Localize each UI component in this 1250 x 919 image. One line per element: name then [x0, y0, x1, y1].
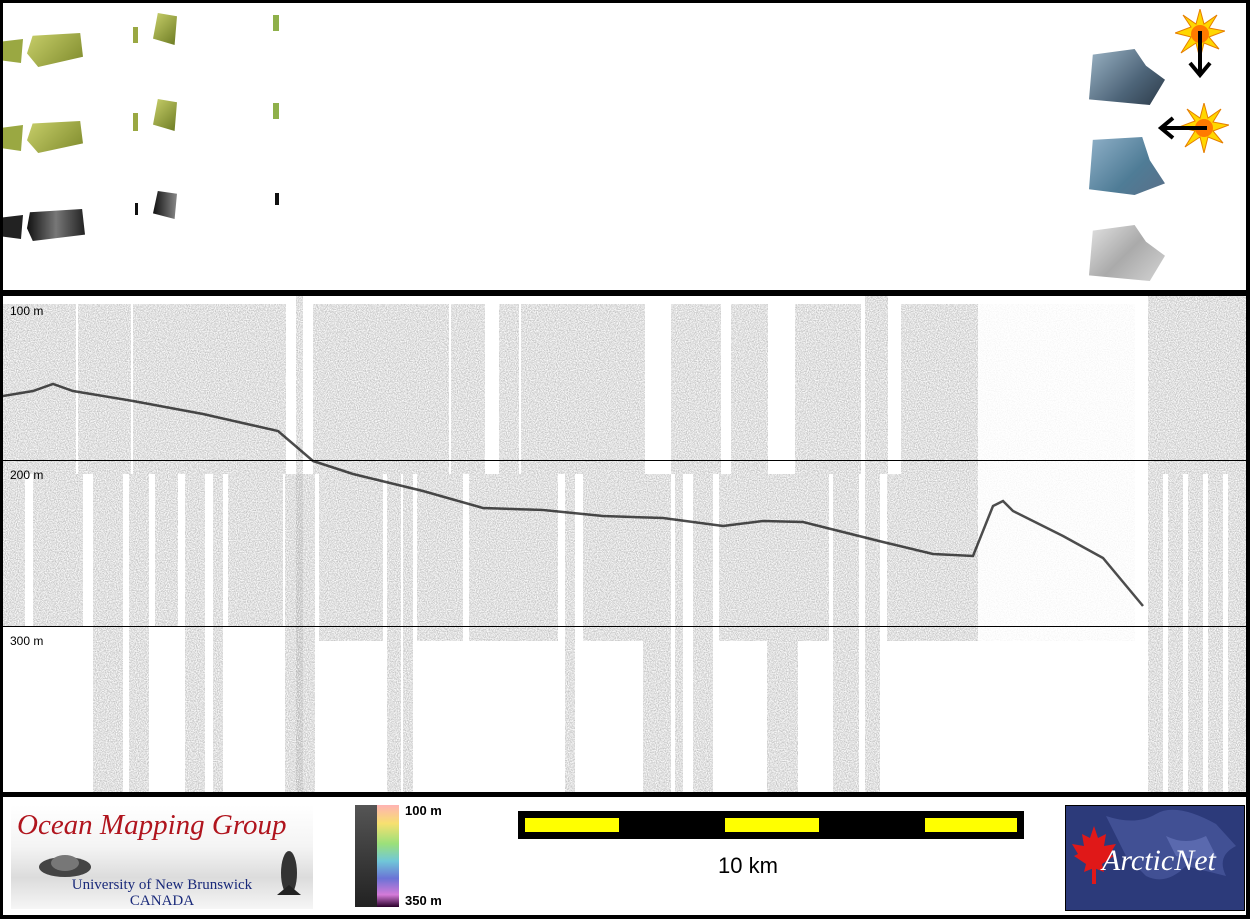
- omg-title: Ocean Mapping Group: [17, 809, 287, 841]
- depth-label-300: 300 m: [10, 634, 44, 648]
- profile-column: [1208, 474, 1223, 792]
- profile-column: [33, 474, 83, 626]
- profile-column: [767, 641, 798, 792]
- profile-column: [155, 474, 178, 626]
- distance-scale-bar: [518, 811, 1024, 839]
- subbottom-profile-panel: 100 m 200 m 300 m: [3, 296, 1246, 792]
- arrow-down-icon: [1188, 31, 1212, 79]
- swath-thumb-15: [275, 193, 279, 205]
- profile-column: [451, 304, 485, 474]
- profile-column: [521, 304, 645, 474]
- profile-column: [1168, 474, 1183, 792]
- swath-thumb-14: [153, 191, 177, 219]
- profile-column: [643, 641, 671, 792]
- profile-column: [387, 474, 401, 792]
- depth-scale-top-label: 100 m: [405, 803, 442, 818]
- gridline-300: [3, 626, 1246, 627]
- depth-scale-bottom-label: 350 m: [405, 893, 442, 908]
- scale-segment: [525, 818, 619, 832]
- scale-segment: [725, 818, 819, 832]
- shaded-relief-east: [1089, 137, 1165, 195]
- profile-image: [3, 296, 1246, 792]
- sonar-fish-icon: [277, 851, 301, 895]
- ocean-mapping-group-logo: Ocean Mapping Group University of New Br…: [11, 805, 313, 909]
- swath-thumb-9: [153, 99, 177, 131]
- seafloor-trace: [3, 382, 1144, 607]
- shaded-relief-north: [1089, 49, 1165, 105]
- arcticnet-logo: ArcticNet: [1065, 805, 1245, 911]
- profile-column: [417, 474, 463, 641]
- arrow-left-icon: [1157, 116, 1207, 140]
- profile-column: [469, 474, 558, 641]
- profile-column: [719, 474, 829, 641]
- profile-column: [213, 474, 223, 792]
- footer-panel: Ocean Mapping Group University of New Br…: [3, 797, 1246, 915]
- swath-thumb-7: [27, 121, 83, 153]
- swath-thumb-2: [27, 33, 83, 67]
- profile-column: [865, 296, 888, 474]
- profile-column: [978, 304, 1135, 641]
- swath-thumb-1: [3, 39, 23, 63]
- profile-column: [78, 304, 131, 474]
- profile-column: [403, 474, 413, 792]
- profile-column: [3, 304, 58, 474]
- scale-segment: [925, 818, 1017, 832]
- swath-thumb-4: [153, 13, 177, 45]
- swath-thumb-5: [273, 15, 279, 31]
- swath-thumbnails-panel: [3, 3, 1246, 290]
- profile-column: [285, 474, 315, 792]
- omg-country: CANADA: [129, 893, 195, 909]
- swath-thumb-8: [133, 113, 138, 131]
- profile-column: [185, 474, 205, 792]
- maple-leaf-icon: [1072, 826, 1116, 884]
- omg-university: University of New Brunswick: [71, 877, 253, 893]
- profile-column: [1188, 474, 1203, 792]
- profile-column: [129, 474, 149, 792]
- profile-column: [313, 304, 449, 474]
- profile-column: [133, 304, 286, 474]
- profile-column: [228, 474, 283, 626]
- profile-column: [3, 474, 25, 626]
- profile-column: [731, 304, 768, 474]
- profile-column: [887, 474, 978, 641]
- profile-column: [901, 304, 978, 474]
- depth-label-100: 100 m: [10, 304, 44, 318]
- profile-column: [675, 474, 683, 792]
- profile-column: [1148, 296, 1246, 474]
- swath-thumb-10: [273, 103, 279, 119]
- profile-column: [499, 304, 519, 474]
- profile-column: [865, 474, 880, 792]
- profile-column: [565, 474, 575, 792]
- map-background-icon: [1106, 809, 1236, 880]
- profile-column: [319, 474, 383, 641]
- swath-thumb-11: [3, 215, 23, 239]
- arcticnet-wordmark: ArcticNet: [1102, 844, 1216, 877]
- gridline-200: [3, 460, 1246, 461]
- profile-column: [93, 474, 123, 792]
- depth-color-scale: [355, 805, 399, 907]
- profile-column: [1148, 474, 1163, 792]
- survey-ship-icon: [39, 855, 91, 877]
- gridline-100: [3, 296, 1246, 297]
- swath-thumb-12: [27, 209, 85, 241]
- swath-thumb-13: [135, 203, 138, 215]
- swath-thumb-3: [133, 27, 138, 43]
- swath-thumb-6: [3, 125, 23, 151]
- distance-scale-label: 10 km: [718, 853, 778, 878]
- profile-column: [833, 474, 859, 792]
- backscatter-thumb: [1089, 225, 1165, 281]
- profile-column: [671, 304, 721, 474]
- profile-column: [1228, 474, 1246, 792]
- profile-column: [583, 474, 671, 641]
- depth-label-200: 200 m: [10, 468, 44, 482]
- profile-column: [795, 304, 861, 474]
- profile-column: [693, 474, 713, 792]
